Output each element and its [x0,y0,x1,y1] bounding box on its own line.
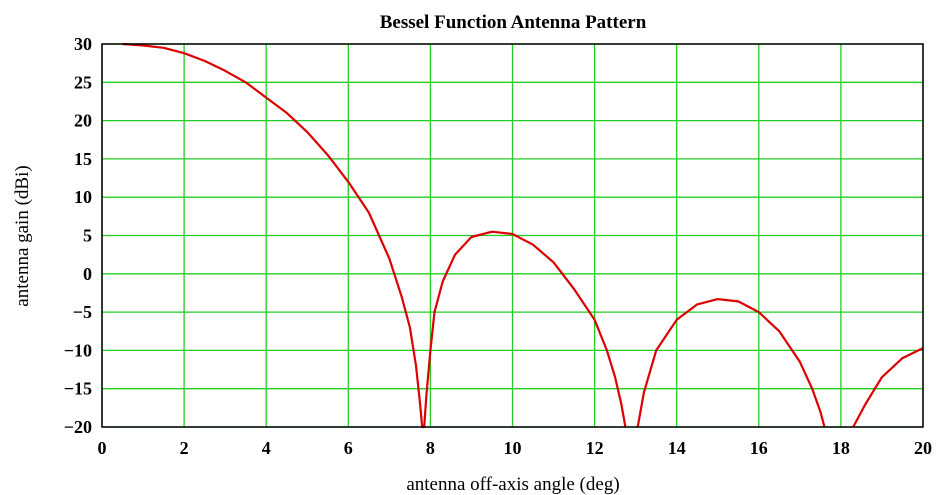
chart-title: Bessel Function Antenna Pattern [380,12,647,33]
y-tick-labels: 30 25 20 15 10 5 0 −5 −10 −15 −20 [64,34,92,437]
x-tick-label: 16 [750,438,768,458]
y-tick-label: 10 [74,187,92,207]
y-tick-label: 25 [74,72,92,92]
x-tick-label: 0 [98,438,107,458]
x-tick-label: 2 [180,438,189,458]
y-tick-label: 30 [74,34,92,54]
y-tick-label: 20 [74,111,92,131]
x-tick-label: 10 [504,438,522,458]
y-tick-label: −20 [64,417,92,437]
y-tick-label: 0 [83,264,92,284]
grid [101,43,924,428]
y-tick-label: 5 [83,226,92,246]
x-tick-label: 14 [668,438,686,458]
y-axis-label: antenna gain (dBi) [12,165,33,306]
x-tick-label: 12 [586,438,604,458]
x-tick-label: 6 [344,438,353,458]
x-tick-label: 18 [832,438,850,458]
y-tick-label: −15 [64,379,92,399]
plot-series [122,42,924,429]
plot-frame [101,43,924,428]
x-tick-labels: 0 2 4 6 8 10 12 14 16 18 20 [98,438,933,458]
x-axis-label: antenna off-axis angle (deg) [406,474,619,495]
x-tick-label: 20 [914,438,932,458]
y-tick-label: 15 [74,149,92,169]
y-tick-label: −10 [64,340,92,360]
x-tick-label: 4 [262,438,271,458]
x-tick-label: 8 [426,438,435,458]
series-line [122,42,924,429]
y-tick-label: −5 [73,302,92,322]
